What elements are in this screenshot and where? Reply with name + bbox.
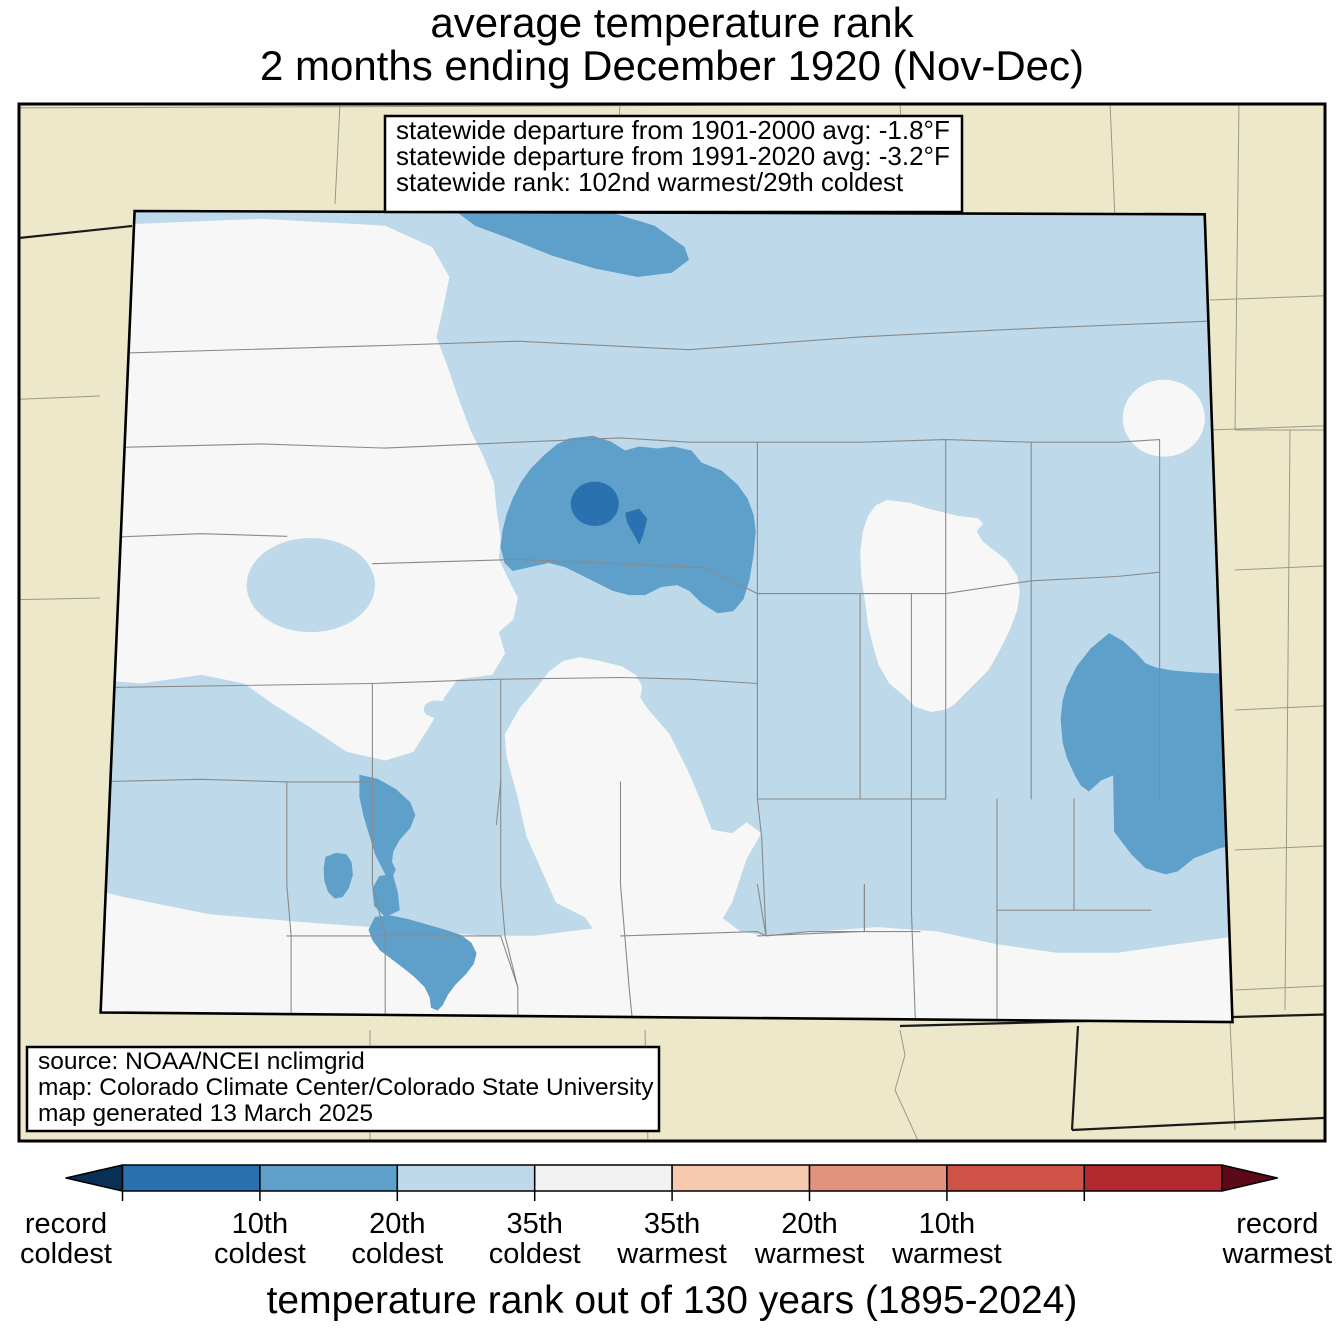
svg-text:source: NOAA/NCEI nclimgrid: source: NOAA/NCEI nclimgrid — [38, 1048, 365, 1075]
svg-text:coldest: coldest — [351, 1238, 443, 1270]
svg-text:35th: 35th — [506, 1208, 562, 1240]
svg-text:35th: 35th — [644, 1208, 700, 1240]
svg-text:warmest: warmest — [891, 1238, 1002, 1270]
svg-text:10th: 10th — [919, 1208, 975, 1240]
svg-text:coldest: coldest — [20, 1238, 112, 1270]
svg-text:10th: 10th — [232, 1208, 288, 1240]
svg-text:coldest: coldest — [214, 1238, 306, 1270]
svg-text:record: record — [25, 1208, 107, 1240]
svg-text:warmest: warmest — [1222, 1238, 1333, 1270]
svg-text:coldest: coldest — [489, 1238, 581, 1270]
svg-text:warmest: warmest — [616, 1238, 727, 1270]
svg-text:map generated 13 March 2025: map generated 13 March 2025 — [38, 1100, 373, 1127]
svg-text:warmest: warmest — [754, 1238, 865, 1270]
svg-text:2 months ending December 1920: 2 months ending December 1920 (Nov-Dec) — [260, 42, 1084, 89]
svg-text:20th: 20th — [369, 1208, 425, 1240]
svg-text:record: record — [1236, 1208, 1318, 1240]
svg-text:average temperature rank: average temperature rank — [430, 0, 914, 46]
svg-text:temperature rank out of 130 ye: temperature rank out of 130 years (1895-… — [267, 1279, 1078, 1322]
svg-text:map: Colorado Climate Center/C: map: Colorado Climate Center/Colorado St… — [38, 1074, 654, 1101]
svg-text:20th: 20th — [781, 1208, 837, 1240]
svg-text:statewide rank: 102nd warmest/: statewide rank: 102nd warmest/29th colde… — [396, 167, 904, 197]
